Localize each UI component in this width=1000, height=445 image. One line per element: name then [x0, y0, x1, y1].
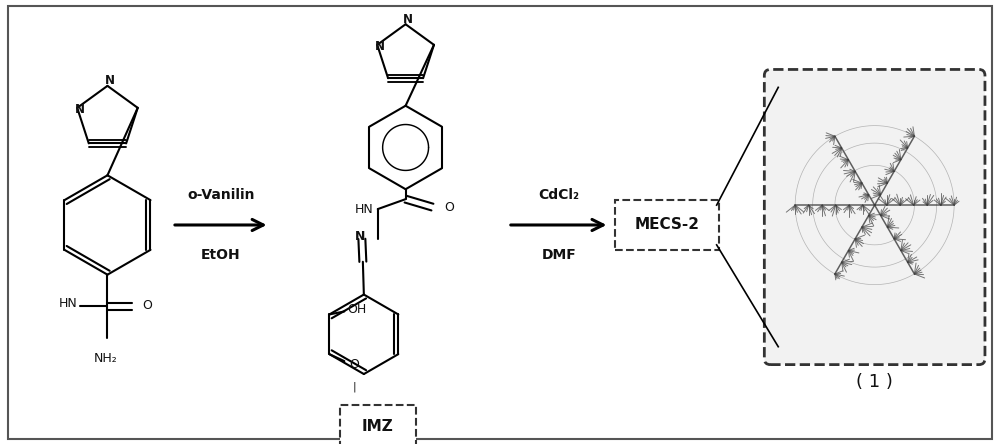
- Text: O: O: [444, 201, 454, 214]
- Text: N: N: [403, 13, 413, 26]
- FancyBboxPatch shape: [340, 405, 416, 445]
- Text: HN: HN: [58, 297, 77, 310]
- Text: IMZ: IMZ: [362, 419, 394, 434]
- Text: o-Vanilin: o-Vanilin: [187, 188, 255, 202]
- Text: DMF: DMF: [541, 248, 576, 262]
- Text: O: O: [142, 299, 152, 312]
- FancyBboxPatch shape: [8, 6, 992, 439]
- Text: CdCl₂: CdCl₂: [538, 188, 579, 202]
- Text: O: O: [349, 358, 359, 371]
- Text: N: N: [75, 103, 85, 116]
- FancyBboxPatch shape: [615, 200, 719, 250]
- Text: |: |: [352, 382, 356, 392]
- Text: EtOH: EtOH: [201, 248, 241, 262]
- Text: N: N: [355, 231, 365, 243]
- Text: N: N: [375, 40, 385, 53]
- Text: NH₂: NH₂: [94, 352, 117, 364]
- Text: MECS-2: MECS-2: [634, 218, 699, 232]
- Text: ( 1 ): ( 1 ): [856, 373, 893, 392]
- FancyBboxPatch shape: [764, 69, 985, 364]
- Text: HN: HN: [354, 202, 373, 215]
- Text: OH: OH: [348, 303, 367, 316]
- Text: N: N: [104, 74, 114, 87]
